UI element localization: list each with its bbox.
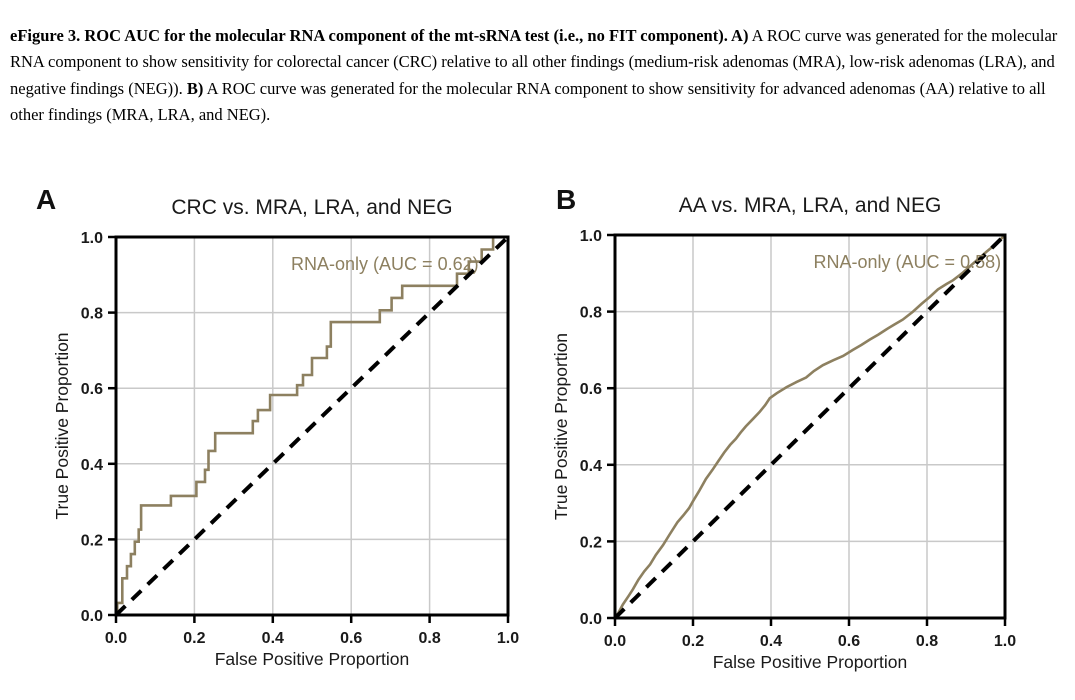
plot-border [613,233,1007,620]
y-tick-label: 0.2 [580,534,602,551]
y-tick-label: 0.6 [81,381,103,398]
y-tick-label: 0.0 [81,608,103,625]
y-tick-label: 0.2 [81,532,103,549]
y-tick-label: 0.4 [81,457,103,474]
chart-title: CRC vs. MRA, LRA, and NEG [171,196,452,219]
chance-line [114,235,510,617]
panel-label-b: B [556,184,577,215]
x-tick-label: 0.2 [183,630,205,647]
x-axis-label: False Positive Proportion [215,649,410,669]
roc-chart-a-svg: 0.0 0.2 0.4 0.6 0.8 1.0 0.0 0.2 0.4 0.6 0.8 1.0 CRC … [52,196,519,669]
x-tick-label: 1.0 [994,633,1016,650]
plot-border [114,235,510,617]
caption-segment: A ROC curve was generated for the molecu… [10,25,1058,98]
figure-caption: eFigure 3. ROC AUC for the molecular RNA… [10,23,1060,129]
y-axis-label: True Positive Proportion [52,332,72,519]
caption-segment: A ROC curve was generated for the molecu… [10,78,1046,125]
y-tick-label: 1.0 [580,228,602,245]
x-tick-label: 0.0 [604,633,626,650]
roc-chart-b: 0.0 0.2 0.4 0.6 0.8 1.0 0.0 0.2 0.4 0.6 0.8 1.0 AA v… [545,175,1075,695]
x-tick-label: 0.8 [916,633,938,650]
x-tick-label: 0.6 [838,633,860,650]
x-tick-label: 0.6 [340,630,362,647]
x-tick-label: 1.0 [497,630,519,647]
caption-bold-segment: B) [186,78,204,98]
x-tick-label: 0.8 [418,630,440,647]
x-tick-label: 0.4 [262,630,284,647]
caption-bold-segment: A) [731,25,749,45]
chance-line [613,233,1007,620]
chart-title: AA vs. MRA, LRA, and NEG [679,194,942,217]
legend-label: RNA-only (AUC = 0.62) [291,254,479,274]
panel-label-a: A [36,184,57,215]
legend-label: RNA-only (AUC = 0.58) [814,252,1002,272]
x-tick-label: 0.0 [105,630,127,647]
y-tick-label: 0.4 [580,458,602,475]
roc-chart-a: 0.0 0.2 0.4 0.6 0.8 1.0 0.0 0.2 0.4 0.6 0.8 1.0 CRC … [18,175,523,695]
roc-chart-b-svg: 0.0 0.2 0.4 0.6 0.8 1.0 0.0 0.2 0.4 0.6 0.8 1.0 AA v… [551,194,1016,672]
y-tick-label: 1.0 [81,230,103,247]
y-axis-label: True Positive Proportion [551,333,571,520]
x-tick-label: 0.4 [760,633,782,650]
roc-curve [115,235,508,617]
y-tick-label: 0.8 [580,305,602,322]
x-tick-label: 0.2 [682,633,704,650]
x-axis-label: False Positive Proportion [713,652,908,672]
y-tick-label: 0.0 [580,611,602,628]
y-tick-label: 0.6 [580,381,602,398]
roc-curve [613,234,1006,619]
y-tick-label: 0.8 [81,306,103,323]
caption-bold-segment: eFigure 3. ROC AUC for the molecular RNA… [10,25,732,45]
